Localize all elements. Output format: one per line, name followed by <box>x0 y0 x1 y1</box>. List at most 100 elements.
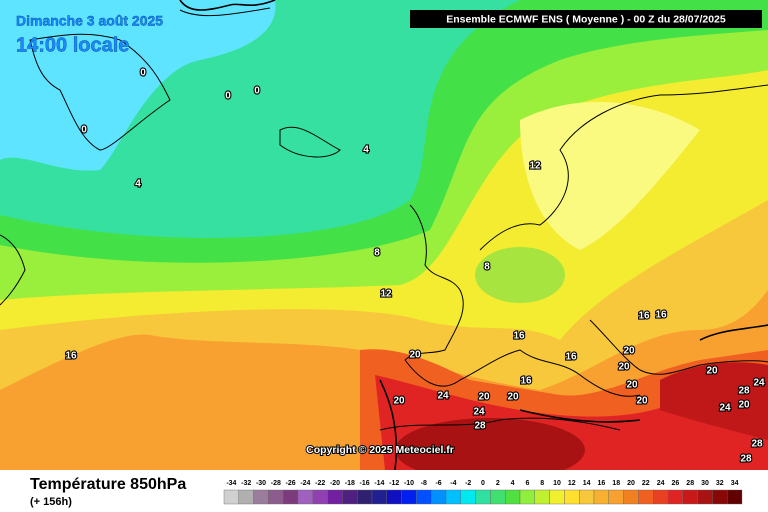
scale-swatch <box>608 489 624 505</box>
contour-label: 0 <box>81 125 87 136</box>
scale-swatch <box>401 489 417 505</box>
scale-swatch <box>712 489 728 505</box>
contour-label: 12 <box>529 161 541 172</box>
scale-label: 2 <box>496 480 500 487</box>
scale-label: 16 <box>598 480 606 487</box>
contour-label: 24 <box>719 403 731 414</box>
scale-swatch <box>593 489 610 505</box>
contour-label: 8 <box>484 262 490 273</box>
contour-label: 20 <box>409 350 421 361</box>
scale-swatch <box>623 489 639 505</box>
scale-label: 22 <box>642 480 650 487</box>
model-info: Ensemble ECMWF ENS ( Moyenne ) - 00 Z du… <box>446 13 726 25</box>
scale-label: 18 <box>612 480 620 487</box>
scale-swatch <box>460 489 476 505</box>
scale-swatch <box>579 489 595 505</box>
scale-label: -22 <box>315 480 325 487</box>
copyright: Copyright © 2025 Meteociel.fr <box>306 444 454 456</box>
contour-label: 20 <box>507 392 519 403</box>
scale-label: -8 <box>421 480 427 487</box>
contour-label: 24 <box>437 391 449 402</box>
model-banner <box>410 10 762 28</box>
scale-label: -6 <box>435 480 441 487</box>
scale-label: 14 <box>583 480 591 487</box>
scale-swatch <box>475 489 491 505</box>
contour-label: 0 <box>140 68 146 79</box>
contour-label: 20 <box>618 362 630 373</box>
scale-swatch <box>283 489 299 505</box>
contour-label: 20 <box>706 366 718 377</box>
contour-label: 16 <box>520 376 532 387</box>
scale-label: -18 <box>345 480 355 487</box>
contour-label: 20 <box>393 396 405 407</box>
scale-label: 34 <box>731 480 739 487</box>
forecast-date: Dimanche 3 août 2025 <box>16 13 163 29</box>
scale-label: 0 <box>481 480 485 487</box>
scale-swatch <box>564 489 580 505</box>
scale-label: 4 <box>511 480 515 487</box>
scale-label: 24 <box>657 480 665 487</box>
scale-swatch <box>312 489 328 505</box>
field-title: Température 850hPa <box>30 476 186 493</box>
contour-label: 24 <box>753 378 765 389</box>
contour-label: 28 <box>740 454 752 465</box>
scale-swatch <box>519 489 536 505</box>
contour-label: 16 <box>655 310 667 321</box>
contour-label: 20 <box>623 346 635 357</box>
scale-label: -24 <box>300 480 310 487</box>
contour-label: 4 <box>135 179 141 190</box>
scale-swatch <box>357 489 373 505</box>
scale-label: 6 <box>525 480 529 487</box>
scale-label: 10 <box>553 480 561 487</box>
scale-swatch <box>490 489 506 505</box>
contour-label: 28 <box>738 386 750 397</box>
contour-label: 20 <box>738 400 750 411</box>
contour-label: 20 <box>478 392 490 403</box>
scale-label: 20 <box>627 480 635 487</box>
contour-label: 8 <box>374 248 380 259</box>
scale-label: -28 <box>271 480 281 487</box>
scale-swatch <box>223 489 240 505</box>
scale-swatch <box>371 489 388 505</box>
color-scale: -34 -32 -30 -28 -26 -24 -22 -20 -18 -16 -14 -12 -10-… <box>223 480 743 505</box>
contour-label: 20 <box>636 396 648 407</box>
scale-label: -20 <box>330 480 340 487</box>
contour-label: 0 <box>225 91 231 102</box>
contour-label: 28 <box>751 439 763 450</box>
contour-label: 16 <box>638 311 650 322</box>
scale-label: 32 <box>716 480 724 487</box>
scale-swatch <box>327 489 343 505</box>
forecast-time: 14:00 locale <box>16 34 129 56</box>
scale-swatch <box>682 489 698 505</box>
scale-label: 28 <box>686 480 694 487</box>
scale-swatch <box>253 489 269 505</box>
scale-label: -16 <box>360 480 370 487</box>
scale-label: -26 <box>286 480 296 487</box>
scale-swatch <box>342 489 358 505</box>
scale-label: -10 <box>404 480 414 487</box>
forecast-step: (+ 156h) <box>30 496 72 508</box>
coastlines <box>0 7 768 431</box>
isotherms <box>179 0 768 471</box>
scale-label: -4 <box>450 480 456 487</box>
scale-swatch <box>534 489 550 505</box>
contour-label: 16 <box>513 331 525 342</box>
contour-label: 16 <box>65 351 77 362</box>
scale-label: -14 <box>374 480 384 487</box>
scale-swatch <box>505 489 521 505</box>
contour-label: 4 <box>363 145 369 156</box>
scale-swatch <box>653 489 669 505</box>
scale-label: 30 <box>701 480 709 487</box>
scale-label: 12 <box>568 480 576 487</box>
scale-label: -2 <box>465 480 471 487</box>
contour-label: 12 <box>380 289 392 300</box>
scale-swatch <box>238 489 254 505</box>
scale-swatch <box>268 489 284 505</box>
scale-swatch <box>638 489 654 505</box>
scale-swatch <box>297 489 314 505</box>
scale-swatch <box>727 489 743 505</box>
scale-swatch <box>445 489 462 505</box>
contour-label: 24 <box>473 407 485 418</box>
